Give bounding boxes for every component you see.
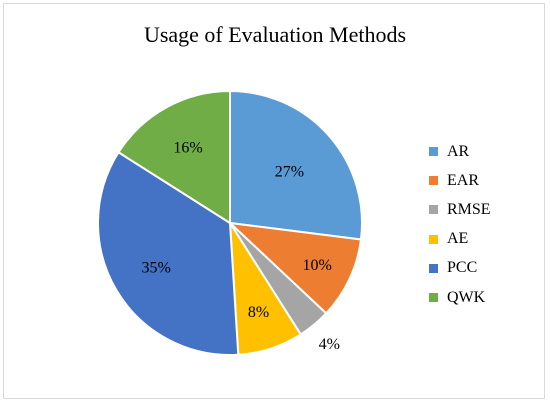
legend-label: EAR [447,171,479,189]
chart-frame: Usage of Evaluation Methods 27% 10% 4% 8% 35… [3,3,545,399]
legend: AR EAR RMSE AE PCC QWK [429,137,491,312]
pie-slice-ar [229,89,363,241]
legend-item-ar: AR [429,137,491,166]
data-label-rmse: 4% [319,336,340,353]
legend-swatch [429,176,438,186]
data-label-pcc: 35% [141,260,170,277]
legend-item-qwk: QWK [429,283,491,312]
data-label-qwk: 16% [173,140,202,157]
legend-label: QWK [447,288,486,306]
legend-swatch [429,263,438,273]
data-label-ear: 10% [303,257,332,274]
legend-label: PCC [447,259,478,277]
data-label-ae: 8% [248,304,269,321]
data-label-ar: 27% [275,164,304,181]
legend-label: AR [447,142,470,160]
legend-swatch [429,234,438,244]
legend-label: AE [447,230,469,248]
pie-slice-ear [227,221,363,315]
legend-label: RMSE [447,200,491,218]
legend-swatch [429,293,438,303]
legend-item-ear: EAR [429,166,491,195]
legend-item-pcc: PCC [429,254,491,283]
pie-chart: 27% 10% 4% 8% 35% 16% [97,89,363,356]
pie-slice-pcc [97,150,240,356]
chart-title: Usage of Evaluation Methods [143,22,407,47]
legend-swatch [429,205,438,215]
legend-item-ae: AE [429,225,491,254]
legend-swatch [429,147,438,157]
pie-slice-qwk [117,89,231,225]
legend-item-rmse: RMSE [429,195,491,224]
